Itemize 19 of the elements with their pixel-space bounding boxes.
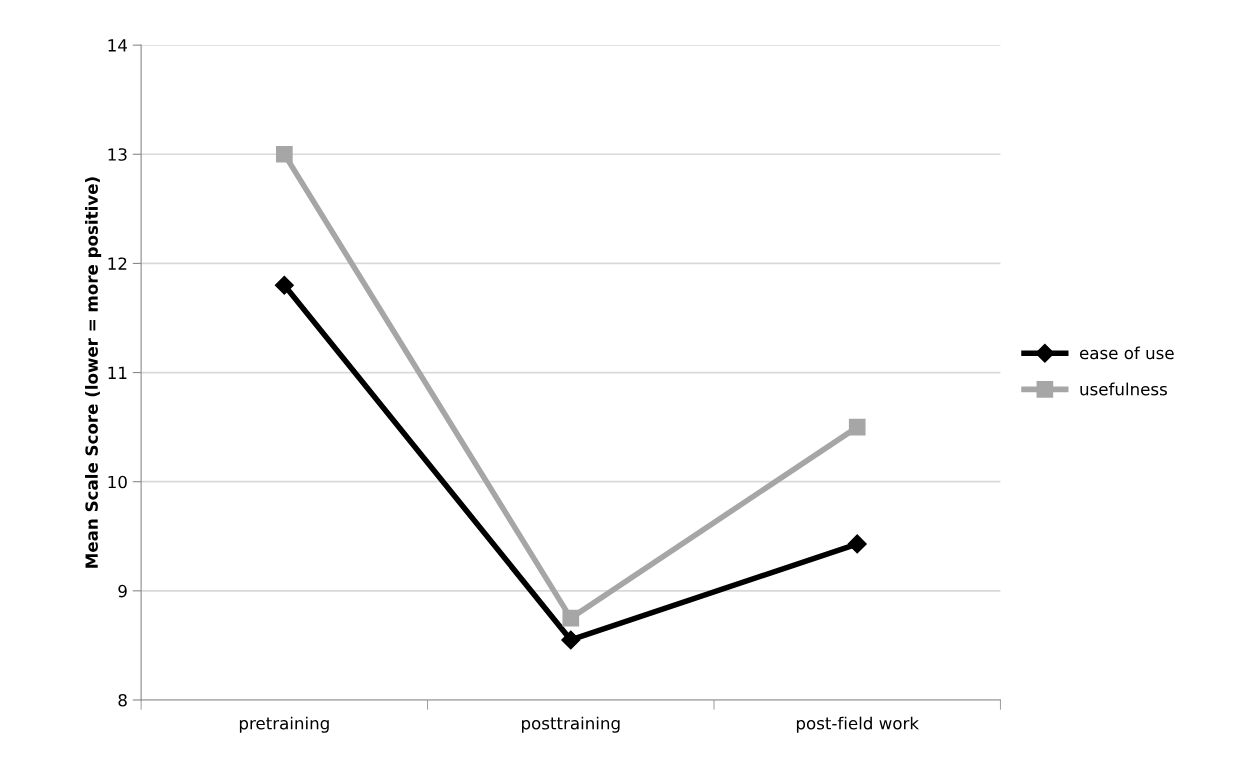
- x-tick-label: pretraining: [239, 716, 329, 733]
- y-tick-label: 14: [108, 39, 127, 52]
- y-tick-label: 12: [108, 257, 127, 270]
- point: [276, 145, 293, 163]
- y-tick-label: 11: [108, 366, 127, 379]
- y-axis-title: Mean Scale Score (lower = more positive): [85, 177, 102, 568]
- x-tick-label: post-field work: [796, 716, 919, 733]
- legend-label: usefulness: [1080, 382, 1167, 396]
- point: [848, 418, 866, 436]
- y-tick-label: 13: [108, 148, 127, 161]
- y-tick-label: 9: [118, 584, 127, 598]
- x-tick-label: posttraining: [522, 716, 620, 733]
- legend-label: ease of use: [1079, 346, 1174, 360]
- point: [274, 275, 294, 295]
- point: [561, 630, 581, 650]
- y-tick-label: 8: [118, 693, 127, 707]
- point: [847, 534, 867, 554]
- y-tick-label: 10: [108, 475, 127, 489]
- point: [562, 609, 580, 627]
